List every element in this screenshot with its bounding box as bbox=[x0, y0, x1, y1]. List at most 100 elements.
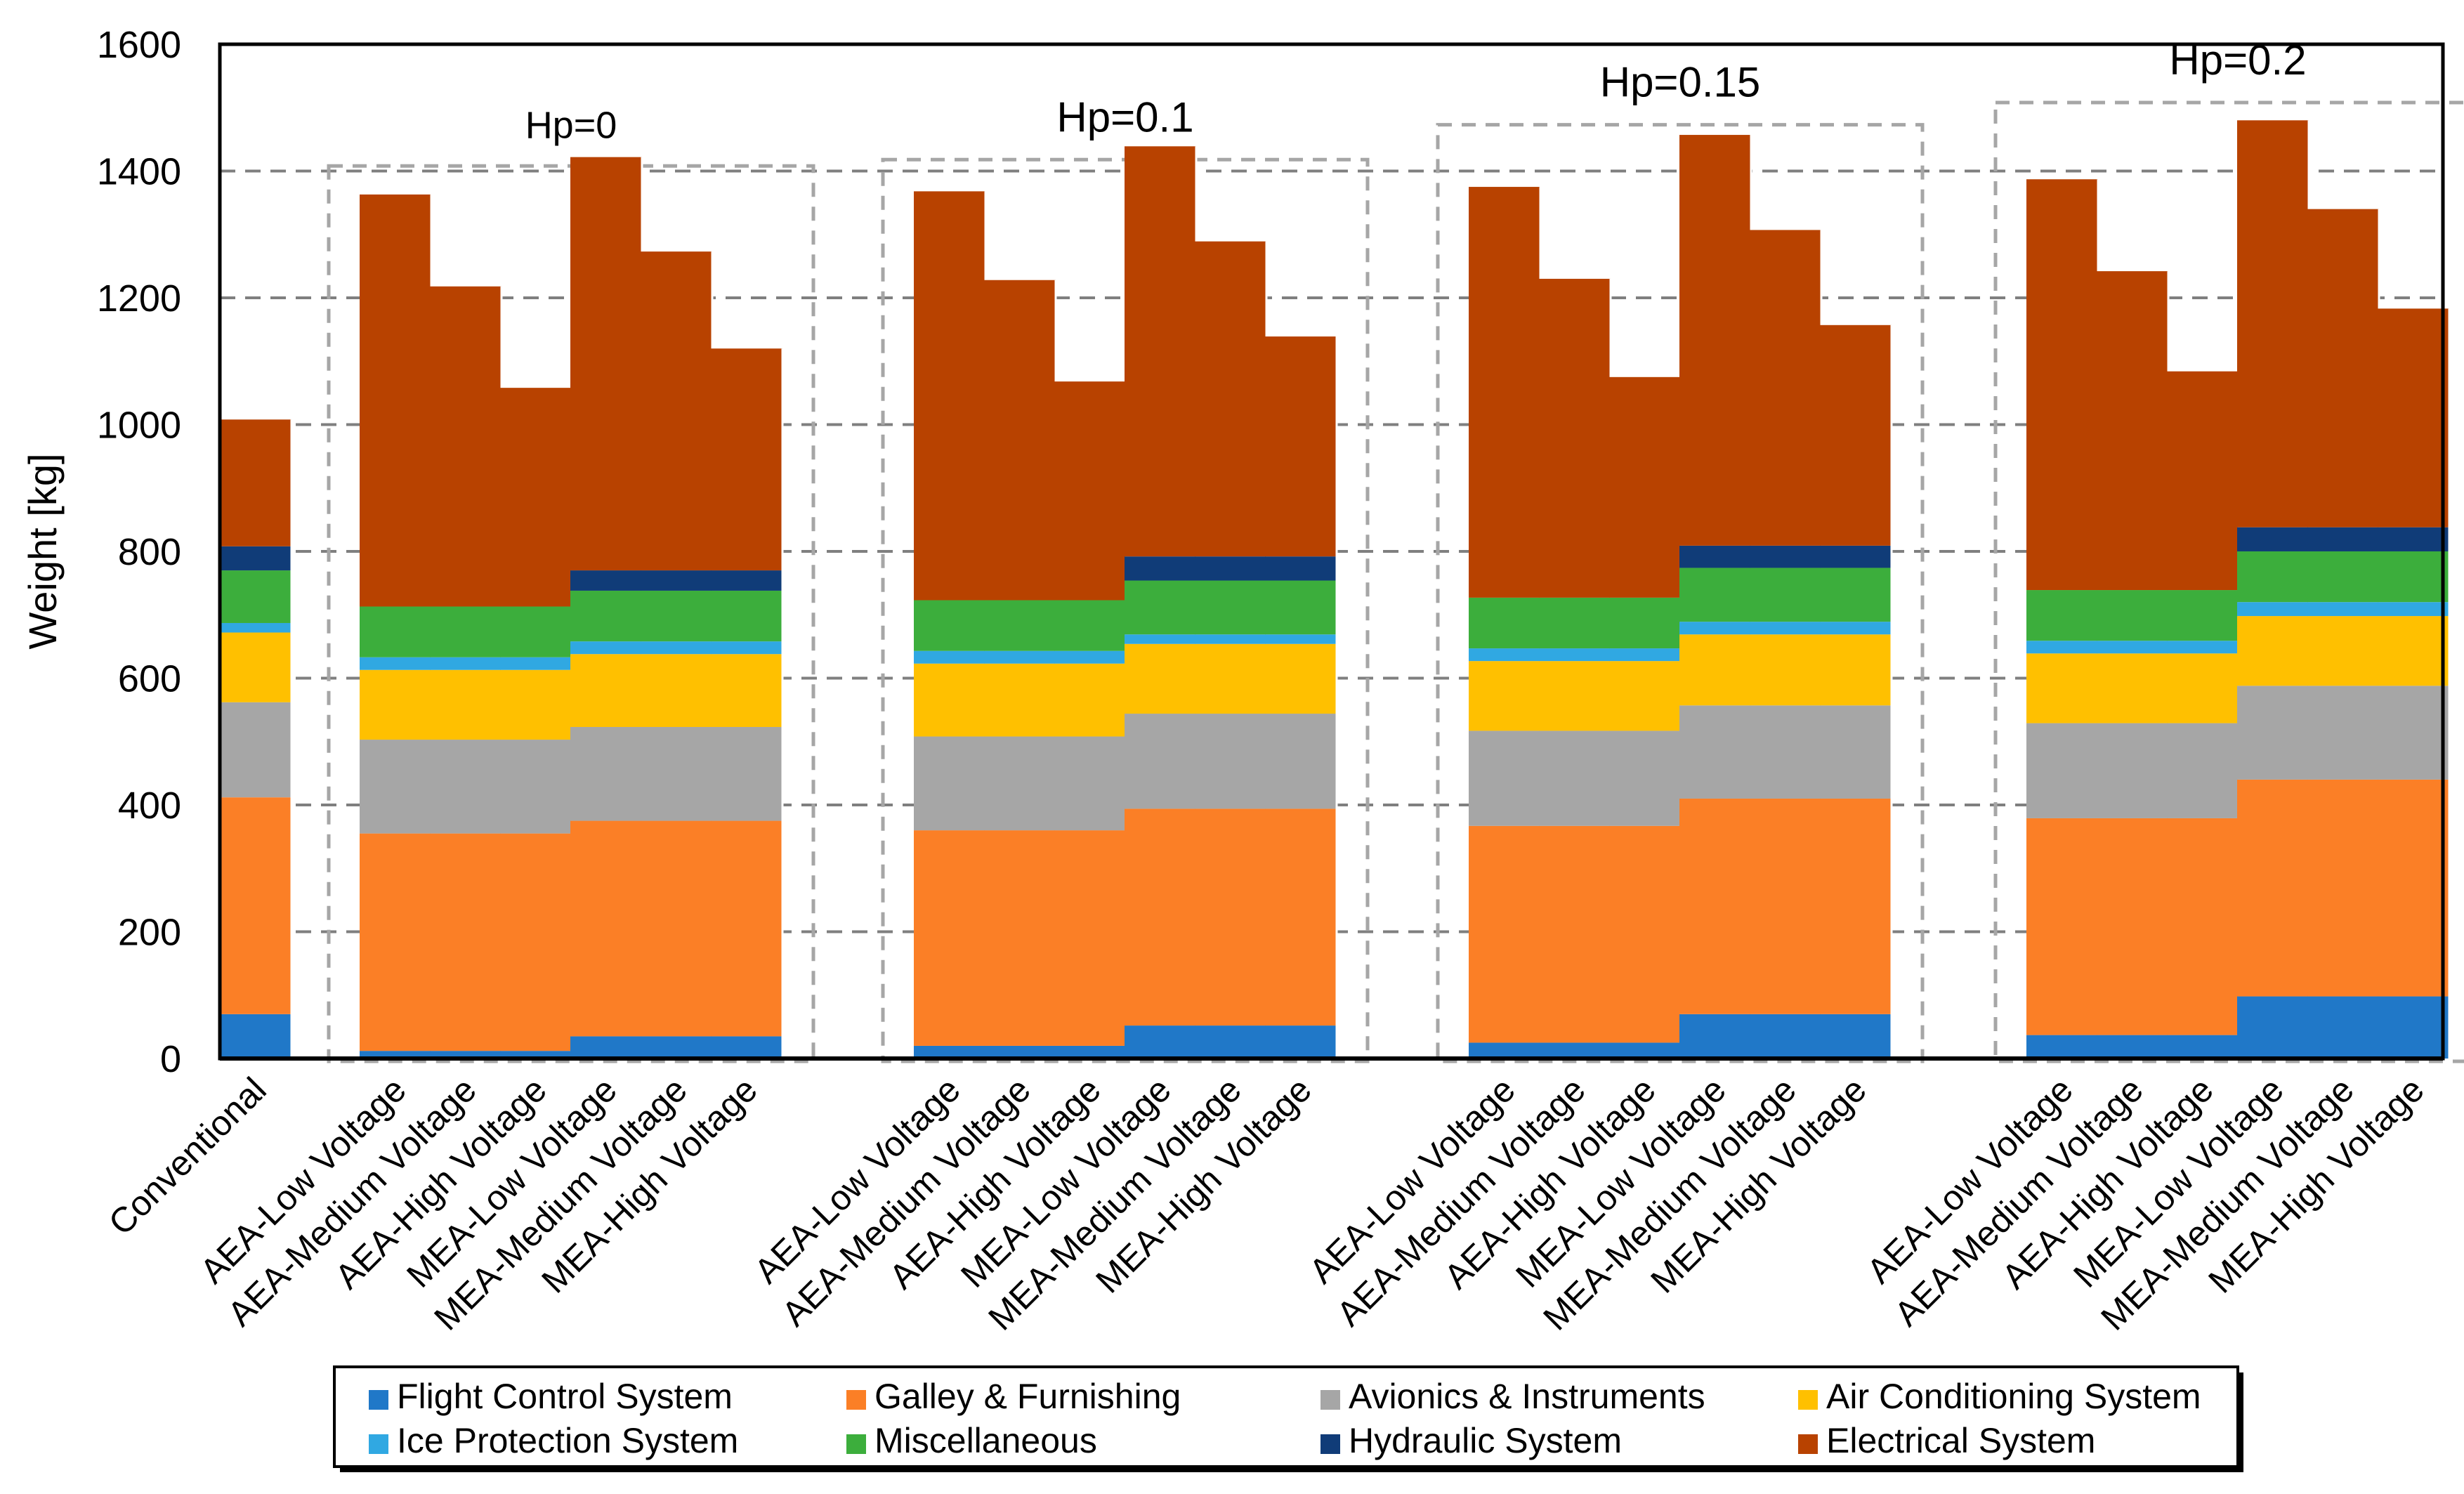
bar-segment-avionics-instruments bbox=[1539, 730, 1611, 826]
bar-segment-electrical-system bbox=[1609, 376, 1681, 598]
bar-segment-avionics-instruments bbox=[2167, 723, 2239, 818]
bar-segment-flight-control-system bbox=[1679, 1014, 1751, 1059]
y-axis: 0 200 400 600 800 1000 1200 1400 1600 bbox=[97, 24, 181, 1080]
bar-segment-flight-control-system bbox=[360, 1051, 431, 1059]
bar-segment-air-conditioning-system bbox=[2026, 653, 2098, 723]
bar-segment-hydraulic-system bbox=[1195, 556, 1266, 581]
y-tick-label: 1000 bbox=[97, 405, 181, 447]
bar-segment-flight-control-system bbox=[1609, 1042, 1681, 1059]
bar-segment-electrical-system bbox=[500, 388, 572, 607]
bar-segment-avionics-instruments bbox=[2307, 686, 2379, 780]
bar-segment-flight-control-system bbox=[1820, 1014, 1892, 1059]
bar-segment-avionics-instruments bbox=[1679, 705, 1751, 799]
bar-segment-air-conditioning-system bbox=[1469, 661, 1540, 731]
bar-segment-avionics-instruments bbox=[984, 736, 1056, 831]
legend-swatch bbox=[846, 1434, 866, 1454]
bar-segment-flight-control-system bbox=[1195, 1026, 1266, 1059]
legend-label: Electrical System bbox=[1826, 1421, 2095, 1460]
bar-segment-electrical-system bbox=[711, 348, 782, 571]
bar-segment-ice-protection-system bbox=[500, 657, 572, 670]
bar-segment-avionics-instruments bbox=[711, 726, 782, 821]
bar-segment-air-conditioning-system bbox=[1265, 643, 1337, 714]
bar-segment-avionics-instruments bbox=[641, 726, 712, 821]
group-labels: Hp=0 Hp=0.1 Hp=0.15 Hp=0.2 bbox=[525, 37, 2307, 146]
bar-segment-ice-protection-system bbox=[220, 622, 291, 633]
bar-segment-hydraulic-system bbox=[2237, 527, 2309, 551]
bar-segment-hydraulic-system bbox=[1750, 545, 1821, 568]
bar-segment-hydraulic-system bbox=[1125, 556, 1196, 581]
bar-segment-avionics-instruments bbox=[1820, 705, 1892, 799]
bar-segment-miscellaneous bbox=[1125, 580, 1196, 635]
bar-segment-ice-protection-system bbox=[2237, 602, 2309, 617]
bar-segment-air-conditioning-system bbox=[2097, 653, 2168, 723]
bar-segment-avionics-instruments bbox=[1054, 736, 1126, 831]
bar-segment-galley-furnishing bbox=[1609, 825, 1681, 1043]
bar-segment-flight-control-system bbox=[2026, 1035, 2098, 1059]
bar-segment-avionics-instruments bbox=[220, 702, 291, 798]
bar-segment-miscellaneous bbox=[1609, 597, 1681, 649]
bar-segment-miscellaneous bbox=[2167, 590, 2239, 641]
bar-segment-ice-protection-system bbox=[1539, 648, 1611, 662]
group-box bbox=[1436, 123, 1925, 1063]
plot-frame bbox=[218, 42, 2445, 1061]
bar-segment-avionics-instruments bbox=[430, 740, 502, 834]
bar-segment-avionics-instruments bbox=[2237, 686, 2309, 780]
bar-segment-electrical-system bbox=[1679, 135, 1751, 546]
bar-segment-ice-protection-system bbox=[570, 641, 642, 655]
legend-label: Miscellaneous bbox=[874, 1421, 1097, 1460]
bar-segment-hydraulic-system bbox=[1265, 556, 1337, 581]
bar-segment-miscellaneous bbox=[570, 590, 642, 642]
bar-segment-flight-control-system bbox=[1054, 1045, 1126, 1059]
bar-segment-ice-protection-system bbox=[1469, 648, 1540, 662]
bar-segment-galley-furnishing bbox=[1125, 808, 1196, 1026]
bar-segment-flight-control-system bbox=[1265, 1026, 1337, 1059]
bars bbox=[220, 120, 2451, 1061]
bar-segment-flight-control-system bbox=[1469, 1042, 1540, 1059]
bar-segment-air-conditioning-system bbox=[2378, 616, 2449, 686]
legend-swatch bbox=[369, 1434, 388, 1454]
bar-segment-ice-protection-system bbox=[711, 641, 782, 655]
y-tick-label: 1400 bbox=[97, 151, 181, 193]
bar-segment-galley-furnishing bbox=[2307, 779, 2379, 997]
bar-segment-avionics-instruments bbox=[1265, 714, 1337, 809]
bar-segment-avionics-instruments bbox=[570, 726, 642, 821]
bar-segment-miscellaneous bbox=[2026, 590, 2098, 641]
bar-segment-air-conditioning-system bbox=[1125, 643, 1196, 714]
bar-segment-electrical-system bbox=[2237, 120, 2309, 528]
bar-segment-air-conditioning-system bbox=[1679, 634, 1751, 706]
bar-segment-flight-control-system bbox=[984, 1045, 1056, 1059]
bar-segment-galley-furnishing bbox=[2097, 818, 2168, 1035]
bar-segment-galley-furnishing bbox=[641, 820, 712, 1037]
bar-segment-air-conditioning-system bbox=[360, 669, 431, 740]
bar-segment-miscellaneous bbox=[984, 600, 1056, 651]
bar-segment-hydraulic-system bbox=[711, 570, 782, 591]
bar-segment-flight-control-system bbox=[570, 1036, 642, 1059]
bar-segment-flight-control-system bbox=[1750, 1014, 1821, 1059]
legend-label: Hydraulic System bbox=[1349, 1421, 1622, 1460]
bar-segment-galley-furnishing bbox=[1054, 830, 1126, 1046]
bar-segment-galley-furnishing bbox=[430, 833, 502, 1051]
bar-segment-ice-protection-system bbox=[641, 641, 712, 655]
bar-segment-electrical-system bbox=[2167, 371, 2239, 591]
bar-segment-avionics-instruments bbox=[1609, 730, 1681, 826]
bar-segment-hydraulic-system bbox=[570, 570, 642, 591]
bar-segment-avionics-instruments bbox=[1750, 705, 1821, 799]
bar-segment-miscellaneous bbox=[360, 606, 431, 657]
bar-segment-electrical-system bbox=[1265, 336, 1337, 557]
y-tick-label: 800 bbox=[118, 531, 181, 573]
bar-segment-electrical-system bbox=[1469, 187, 1540, 598]
bar-segment-avionics-instruments bbox=[1195, 714, 1266, 809]
legend-swatch bbox=[1798, 1434, 1818, 1454]
bar-segment-galley-furnishing bbox=[2237, 779, 2309, 997]
bar-segment-flight-control-system bbox=[711, 1036, 782, 1059]
bar-segment-ice-protection-system bbox=[2167, 641, 2239, 654]
bar-segment-air-conditioning-system bbox=[1054, 663, 1126, 737]
bar-segment-electrical-system bbox=[2307, 209, 2379, 528]
bar-segment-miscellaneous bbox=[220, 570, 291, 623]
y-tick-label: 200 bbox=[118, 912, 181, 954]
bar-segment-miscellaneous bbox=[641, 590, 712, 642]
bar-segment-ice-protection-system bbox=[1125, 634, 1196, 644]
bar-segment-air-conditioning-system bbox=[1750, 634, 1821, 706]
bar-segment-ice-protection-system bbox=[1054, 650, 1126, 664]
bar-segment-galley-furnishing bbox=[914, 830, 985, 1046]
